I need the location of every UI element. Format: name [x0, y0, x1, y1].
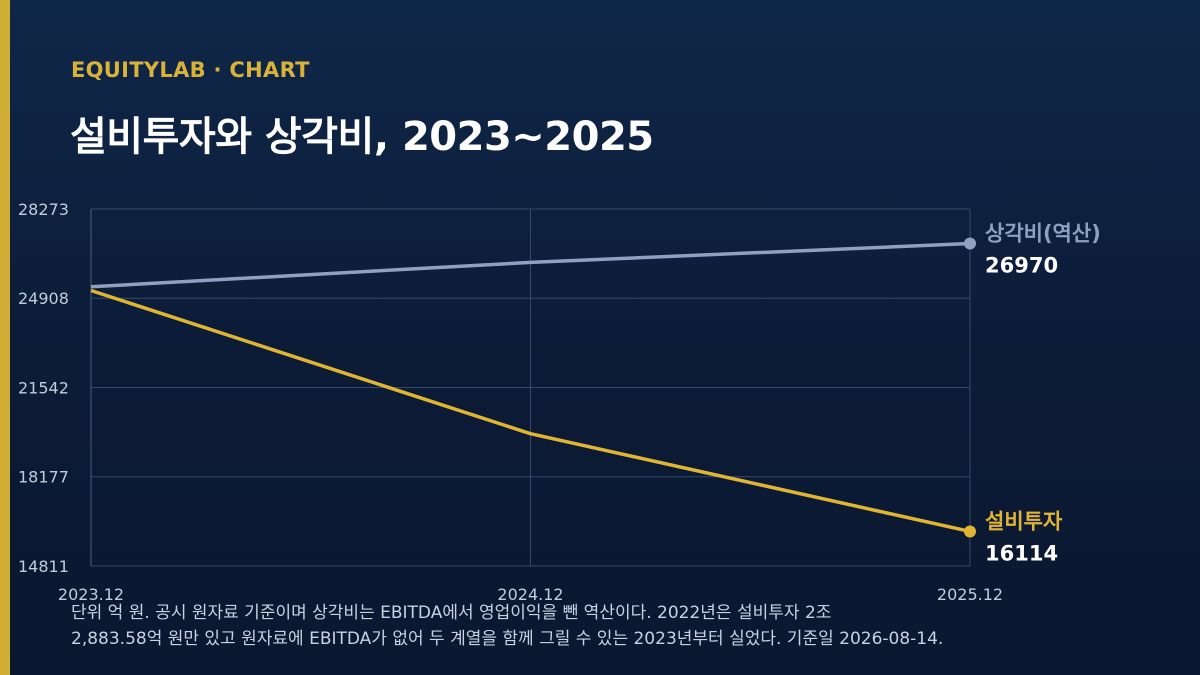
series-name-label: 상각비(역산)	[985, 222, 1101, 246]
accent-bar	[0, 0, 10, 675]
series-endpoint	[964, 525, 976, 538]
x-tick-label: 2025.12	[937, 585, 1003, 604]
y-tick-label: 24908	[18, 289, 69, 308]
footnote-line-1: 단위 억 원. 공시 원자료 기준이며 상각비는 EBITDA에서 영업이익을 …	[71, 603, 832, 623]
series-name-label: 설비투자	[985, 509, 1063, 533]
chart-grid	[90, 208, 971, 567]
brand-label: EQUITYLAB · CHART	[71, 58, 310, 82]
footnote-line-2: 2,883.58억 원만 있고 원자료에 EBITDA가 없어 두 계열을 함께…	[71, 629, 944, 649]
series-line	[90, 241, 971, 289]
y-tick-label: 21542	[18, 379, 69, 398]
chart-title: 설비투자와 상각비, 2023~2025	[70, 114, 654, 160]
y-tick-label: 14811	[18, 557, 69, 576]
y-axis-ticks: 14811 18177 21542 24908 28273	[18, 200, 69, 576]
end-labels: 상각비(역산) 26970 설비투자 16114	[985, 222, 1101, 566]
series-endpoint	[964, 237, 976, 250]
series-value-label: 16114	[985, 541, 1058, 565]
footnote: 단위 억 원. 공시 원자료 기준이며 상각비는 EBITDA에서 영업이익을 …	[71, 600, 1071, 652]
series-line	[90, 288, 971, 534]
y-tick-label: 18177	[18, 468, 69, 487]
y-tick-label: 28273	[18, 200, 69, 219]
x-axis-ticks: 2023.12 2024.12 2025.12	[58, 585, 1003, 604]
x-tick-label: 2023.12	[58, 585, 124, 604]
series-value-label: 26970	[985, 254, 1058, 278]
x-tick-label: 2024.12	[497, 585, 563, 604]
chart-series	[90, 237, 976, 538]
